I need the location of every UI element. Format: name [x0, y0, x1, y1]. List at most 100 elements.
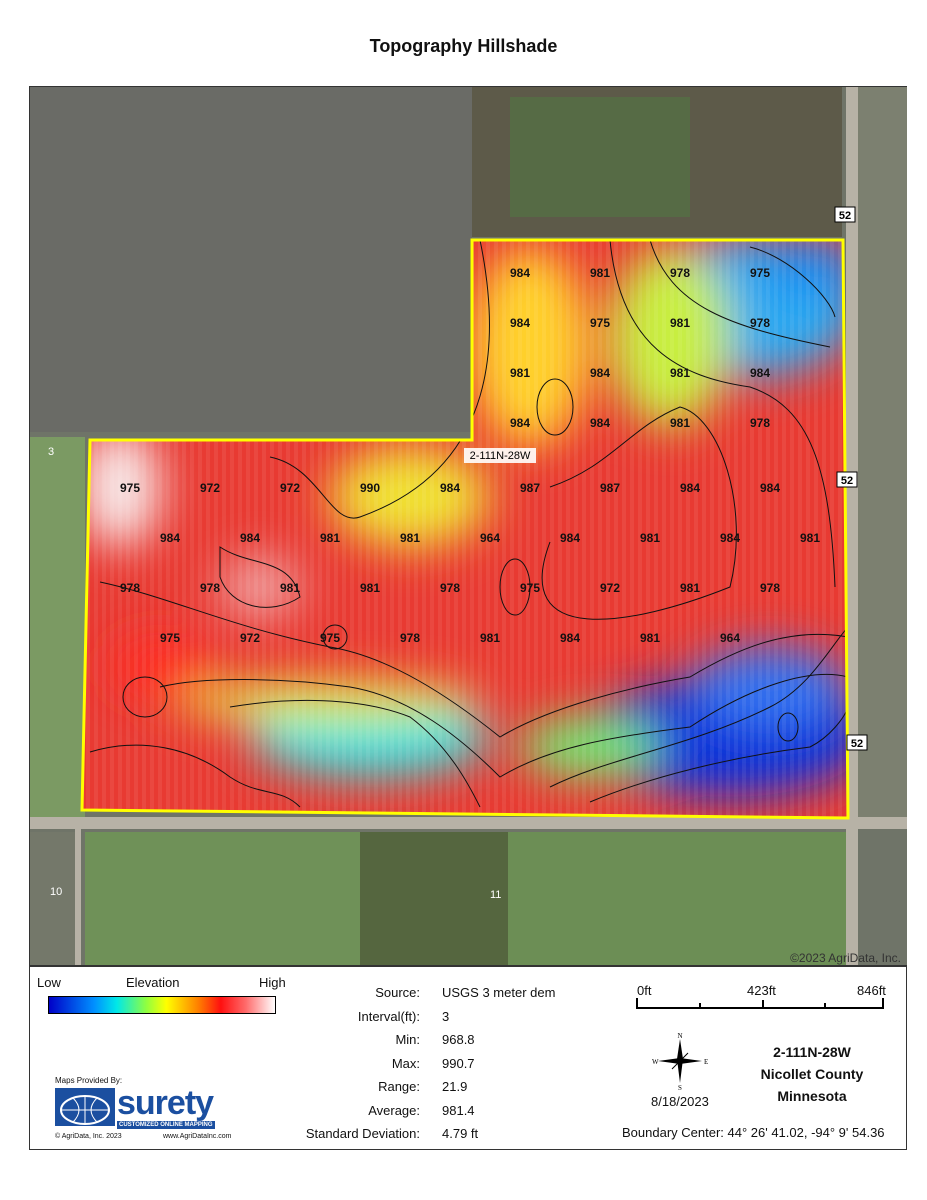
contour-label: 984: [680, 481, 700, 495]
contour-label: 978: [670, 266, 690, 280]
road-shield: 52: [846, 734, 868, 751]
stat-value: 990.7: [442, 1055, 475, 1071]
contour-label: 978: [750, 316, 770, 330]
logo-url: www.AgriDataInc.com: [163, 1133, 232, 1140]
contour-label: 975: [320, 631, 340, 645]
stat-value: 968.8: [442, 1032, 475, 1047]
contour-label: 964: [480, 531, 500, 545]
contour-label: 964: [720, 631, 740, 645]
contour-label: 981: [800, 531, 820, 545]
contour-label: 981: [590, 266, 610, 280]
stat-label: Source:: [375, 985, 420, 1000]
scale-label-1: 423ft: [747, 983, 776, 998]
section-number: 3: [48, 446, 54, 458]
contour-label: 984: [510, 416, 530, 430]
contour-label: 972: [280, 481, 300, 495]
stat-label: Standard Deviation:: [305, 1126, 420, 1141]
contour-label: 984: [160, 531, 180, 545]
legend-high: High: [259, 975, 286, 990]
stat-label: Max:: [391, 1055, 420, 1071]
contour-label: 981: [360, 581, 380, 595]
map-copyright: ©2023 AgriData, Inc.: [790, 951, 901, 965]
field-nw: [30, 87, 472, 432]
road-shield: 52: [836, 471, 858, 488]
location-state: Minnesota: [777, 1088, 847, 1104]
stat-value: 3: [442, 1008, 450, 1024]
map-labels: 2-111N-28W 3 10 11 52 52 52: [48, 206, 868, 901]
svg-text:N: N: [677, 1032, 682, 1040]
legend-low: Low: [37, 975, 61, 990]
section-label: 2-111N-28W: [470, 450, 531, 462]
contour-label: 984: [560, 531, 580, 545]
scale-bar: [636, 998, 884, 1009]
contour-label: 984: [750, 366, 770, 380]
logo-copyright: © AgriData, Inc. 2023: [55, 1133, 122, 1140]
contour-label: 990: [360, 481, 380, 495]
map-date: 8/18/2023: [651, 1094, 709, 1109]
contour-label: 972: [200, 481, 220, 495]
field-boundary: [80, 238, 850, 820]
svg-text:E: E: [704, 1058, 708, 1066]
contour-label: 981: [670, 366, 690, 380]
stat-value: 981.4: [442, 1102, 475, 1118]
contour-label: 978: [400, 631, 420, 645]
contour-label: 984: [590, 366, 610, 380]
stat-label: Average:: [368, 1102, 420, 1118]
contour-label: 981: [640, 631, 660, 645]
svg-text:52: 52: [839, 210, 851, 222]
svg-text:52: 52: [841, 475, 853, 487]
contour-label: 984: [760, 481, 780, 495]
contour-label: 984: [590, 416, 610, 430]
contour-label: 984: [440, 481, 460, 495]
svg-text:W: W: [652, 1058, 659, 1066]
contour-label: 984: [240, 531, 260, 545]
contour-label: 987: [520, 481, 540, 495]
compass-rose-icon: N S W E: [652, 1032, 708, 1092]
boundary-center: Boundary Center: 44° 26' 41.02, -94° 9' …: [622, 1125, 885, 1140]
contour-label: 981: [280, 581, 300, 595]
contour-label: 981: [480, 631, 500, 645]
contour-label: 981: [400, 531, 420, 545]
contour-label: 975: [590, 316, 610, 330]
field-south: [85, 832, 360, 965]
contour-label: 972: [240, 631, 260, 645]
logo-provided-by: Maps Provided By:: [55, 1076, 123, 1085]
road-shield: 52: [834, 206, 856, 223]
stat-label: Range:: [378, 1079, 420, 1094]
section-number: 11: [490, 889, 501, 901]
contour-label: 981: [680, 581, 700, 595]
contour-lines: [89, 240, 848, 808]
contour-label: 984: [510, 316, 530, 330]
stat-value: 21.9: [442, 1079, 468, 1094]
location-section: 2-111N-28W: [773, 1044, 851, 1060]
contour-label: 978: [760, 581, 780, 595]
svg-text:S: S: [678, 1084, 682, 1092]
divider: [30, 965, 907, 967]
contour-label: 975: [120, 481, 140, 495]
contour-label: 981: [670, 416, 690, 430]
contour-label: 975: [520, 581, 540, 595]
contour-label: 984: [510, 266, 530, 280]
stat-value: 4.79 ft: [442, 1126, 479, 1141]
scale-label-2: 846ft: [857, 983, 886, 998]
svg-text:52: 52: [851, 738, 863, 750]
contour-label: 975: [750, 266, 770, 280]
contour-label: 978: [120, 581, 140, 595]
map-title: Topography Hillshade: [369, 36, 558, 56]
topography-map: 984 981 978 975 984 975 981 978 981 984 981 984 984 9…: [30, 87, 907, 965]
contour-label: 972: [600, 581, 620, 595]
contour-label: 978: [200, 581, 220, 595]
stat-label: Interval(ft):: [357, 1008, 420, 1024]
contour-label: 981: [670, 316, 690, 330]
location-county: Nicollet County: [760, 1066, 864, 1082]
contour-label: 975: [160, 631, 180, 645]
road-horizontal: [30, 817, 907, 829]
contour-label: 978: [440, 581, 460, 595]
contour-label: 981: [640, 531, 660, 545]
contour-label: 981: [510, 366, 530, 380]
contour-label: 984: [560, 631, 580, 645]
contour-label: 981: [320, 531, 340, 545]
contour-labels: 984 981 978 975 984 975 981 978 981 984 981 984 984 9…: [120, 266, 820, 645]
surety-logo: surety CUSTOMIZED ONLINE MAPPING: [55, 1086, 255, 1130]
contour-label: 984: [720, 531, 740, 545]
